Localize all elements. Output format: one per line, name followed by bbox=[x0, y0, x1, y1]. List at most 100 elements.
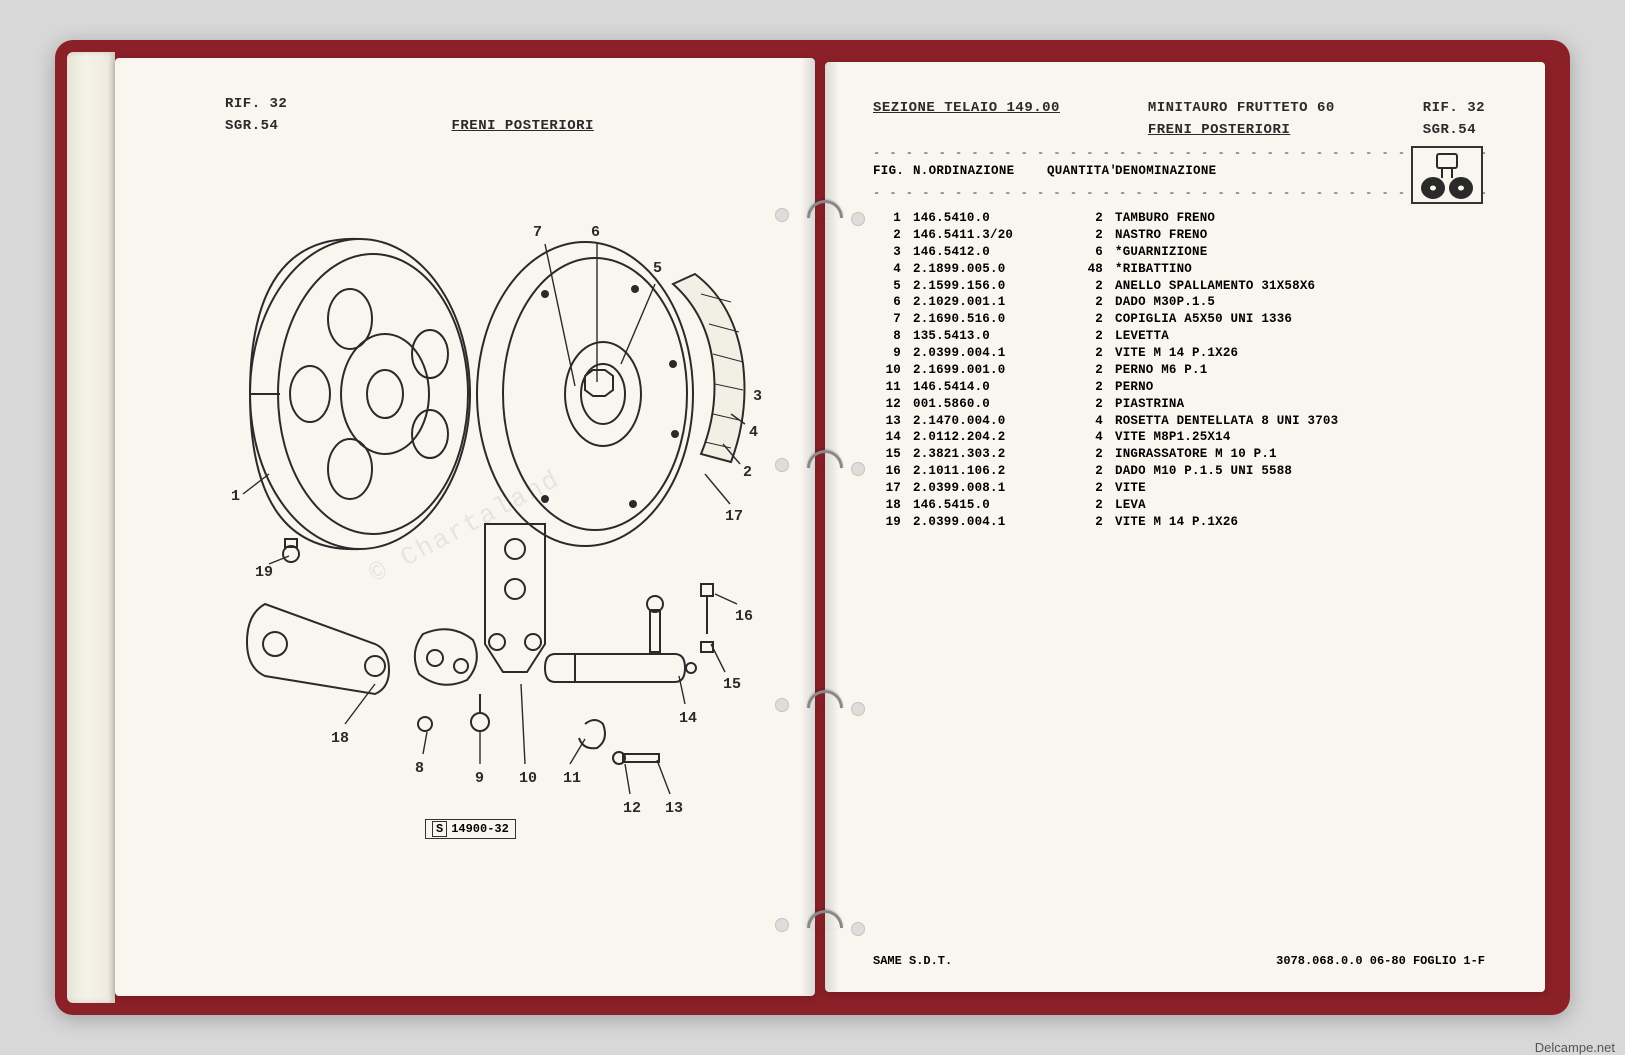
table-row: 72.1690.516.02COPIGLIA A5X50 UNI 1336 bbox=[873, 311, 1485, 328]
cell-fig: 1 bbox=[873, 210, 909, 227]
table-row: 92.0399.004.12VITE M 14 P.1X26 bbox=[873, 345, 1485, 362]
cell-ord: 2.1599.156.0 bbox=[913, 278, 1043, 295]
cell-desc: *GUARNIZIONE bbox=[1115, 244, 1485, 261]
cell-desc: PERNO bbox=[1115, 379, 1485, 396]
punch-hole bbox=[851, 212, 865, 226]
punch-hole bbox=[775, 698, 789, 712]
divider: - - - - - - - - - - - - - - - - - - - - … bbox=[873, 146, 1485, 160]
cell-fig: 3 bbox=[873, 244, 909, 261]
cell-qty: 2 bbox=[1047, 446, 1111, 463]
spine-shadow bbox=[801, 58, 815, 996]
cell-ord: 2.1699.001.0 bbox=[913, 362, 1043, 379]
cell-qty: 2 bbox=[1047, 345, 1111, 362]
section-heading: SEZIONE TELAIO 149.00 bbox=[873, 100, 1138, 116]
cell-desc: VITE M8P1.25X14 bbox=[1115, 429, 1485, 446]
cell-qty: 2 bbox=[1047, 294, 1111, 311]
svg-text:12: 12 bbox=[623, 800, 641, 817]
cell-ord: 001.5860.0 bbox=[913, 396, 1043, 413]
footer-company: SAME S.D.T. bbox=[873, 954, 952, 968]
punch-hole bbox=[851, 462, 865, 476]
svg-text:18: 18 bbox=[331, 730, 349, 747]
cell-ord: 146.5414.0 bbox=[913, 379, 1043, 396]
cell-qty: 2 bbox=[1047, 379, 1111, 396]
footer-docref: 3078.068.0.0 06-80 FOGLIO 1-F bbox=[1276, 954, 1485, 968]
svg-text:11: 11 bbox=[563, 770, 581, 787]
cell-ord: 2.0399.004.1 bbox=[913, 514, 1043, 531]
cell-ord: 2.0399.008.1 bbox=[913, 480, 1043, 497]
cell-desc: INGRASSATORE M 10 P.1 bbox=[1115, 446, 1485, 463]
cell-fig: 15 bbox=[873, 446, 909, 463]
punch-hole bbox=[775, 918, 789, 932]
svg-text:9: 9 bbox=[475, 770, 484, 787]
svg-text:14: 14 bbox=[679, 710, 697, 727]
cell-fig: 6 bbox=[873, 294, 909, 311]
table-row: 8135.5413.02LEVETTA bbox=[873, 328, 1485, 345]
cell-qty: 4 bbox=[1047, 429, 1111, 446]
cell-fig: 14 bbox=[873, 429, 909, 446]
cell-fig: 7 bbox=[873, 311, 909, 328]
ref-number: RIF. 32 bbox=[1423, 100, 1485, 116]
diagram-ref-prefix: S bbox=[432, 821, 447, 837]
cell-qty: 2 bbox=[1047, 278, 1111, 295]
punch-hole bbox=[775, 458, 789, 472]
cell-qty: 48 bbox=[1047, 261, 1111, 278]
cell-desc: VITE M 14 P.1X26 bbox=[1115, 514, 1485, 531]
cell-qty: 6 bbox=[1047, 244, 1111, 261]
cell-ord: 2.1690.516.0 bbox=[913, 311, 1043, 328]
binder: RIF. 32 SGR.54 FRENI POSTERIORI © Charta… bbox=[55, 40, 1570, 1015]
svg-text:19: 19 bbox=[255, 564, 273, 581]
table-row: 3146.5412.06*GUARNIZIONE bbox=[873, 244, 1485, 261]
model-name: MINITAURO FRUTTETO 60 bbox=[1148, 100, 1413, 116]
svg-text:13: 13 bbox=[665, 800, 683, 817]
cell-desc: ROSETTA DENTELLATA 8 UNI 3703 bbox=[1115, 413, 1485, 430]
cell-fig: 13 bbox=[873, 413, 909, 430]
table-row: 11146.5414.02PERNO bbox=[873, 379, 1485, 396]
table-row: 152.3821.303.22INGRASSATORE M 10 P.1 bbox=[873, 446, 1485, 463]
table-row: 162.1011.106.22DADO M10 P.1.5 UNI 5588 bbox=[873, 463, 1485, 480]
cell-ord: 2.1470.004.0 bbox=[913, 413, 1043, 430]
col-fig: FIG. bbox=[873, 164, 909, 178]
cell-ord: 146.5411.3/20 bbox=[913, 227, 1043, 244]
cell-fig: 2 bbox=[873, 227, 909, 244]
section-title: FRENI POSTERIORI bbox=[452, 118, 594, 134]
page-stack-edge bbox=[67, 52, 115, 1003]
svg-text:8: 8 bbox=[415, 760, 424, 777]
cell-desc: VITE M 14 P.1X26 bbox=[1115, 345, 1485, 362]
table-row: 1146.5410.02TAMBURO FRENO bbox=[873, 210, 1485, 227]
cell-desc: DADO M10 P.1.5 UNI 5588 bbox=[1115, 463, 1485, 480]
diagram-reference: S14900-32 bbox=[425, 819, 516, 839]
punch-hole bbox=[775, 208, 789, 222]
cell-ord: 146.5412.0 bbox=[913, 244, 1043, 261]
divider: - - - - - - - - - - - - - - - - - - - - … bbox=[873, 186, 1485, 200]
table-row: 42.1899.005.048*RIBATTINO bbox=[873, 261, 1485, 278]
svg-text:16: 16 bbox=[735, 608, 753, 625]
punch-hole bbox=[851, 702, 865, 716]
cell-ord: 2.1011.106.2 bbox=[913, 463, 1043, 480]
cell-ord: 2.3821.303.2 bbox=[913, 446, 1043, 463]
table-row: 172.0399.008.12VITE bbox=[873, 480, 1485, 497]
cell-desc: NASTRO FRENO bbox=[1115, 227, 1485, 244]
table-row: 2146.5411.3/202NASTRO FRENO bbox=[873, 227, 1485, 244]
cell-fig: 16 bbox=[873, 463, 909, 480]
cell-ord: 146.5415.0 bbox=[913, 497, 1043, 514]
cell-ord: 146.5410.0 bbox=[913, 210, 1043, 227]
cell-desc: LEVA bbox=[1115, 497, 1485, 514]
cell-fig: 10 bbox=[873, 362, 909, 379]
svg-text:15: 15 bbox=[723, 676, 741, 693]
cell-qty: 2 bbox=[1047, 396, 1111, 413]
cell-desc: VITE bbox=[1115, 480, 1485, 497]
svg-text:2: 2 bbox=[743, 464, 752, 481]
svg-text:3: 3 bbox=[753, 388, 762, 405]
cell-desc: COPIGLIA A5X50 UNI 1336 bbox=[1115, 311, 1485, 328]
col-ord: N.ORDINAZIONE bbox=[913, 164, 1043, 178]
cell-desc: DADO M30P.1.5 bbox=[1115, 294, 1485, 311]
cell-fig: 11 bbox=[873, 379, 909, 396]
cell-ord: 2.0112.204.2 bbox=[913, 429, 1043, 446]
cell-desc: ANELLO SPALLAMENTO 31X58X6 bbox=[1115, 278, 1485, 295]
table-header: FIG. N.ORDINAZIONE QUANTITA' DENOMINAZIO… bbox=[873, 164, 1485, 178]
svg-text:6: 6 bbox=[591, 224, 600, 241]
page-footer: SAME S.D.T. 3078.068.0.0 06-80 FOGLIO 1-… bbox=[873, 954, 1485, 968]
site-badge: Delcampe.net bbox=[1535, 1040, 1615, 1055]
table-row: 12001.5860.02PIASTRINA bbox=[873, 396, 1485, 413]
assembly-icon bbox=[1411, 146, 1483, 204]
